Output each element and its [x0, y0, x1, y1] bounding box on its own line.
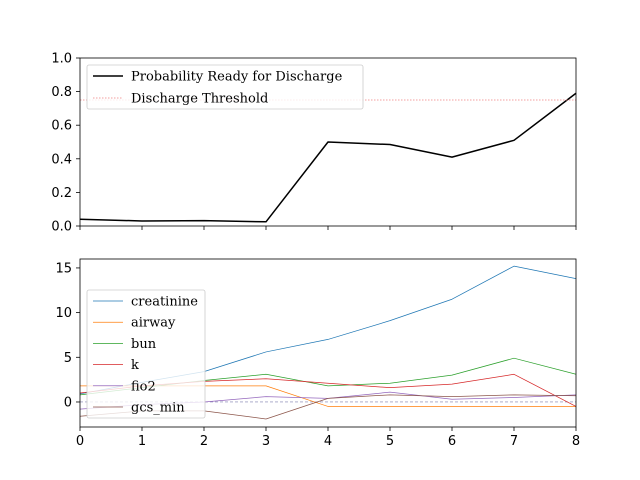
- legend-box: [86, 64, 364, 110]
- legend-label-creatinine: creatinine: [131, 295, 198, 310]
- x-tick-label: 0: [76, 434, 84, 449]
- legend: Probability Ready for Discharge Discharge…: [86, 64, 364, 110]
- series-line-probability-ready-for-discharge: [79, 92, 577, 223]
- x-tick-label: 4: [324, 434, 332, 449]
- x-tick-label: 1: [138, 434, 146, 449]
- probability-panel: 0.0 0.2 0.4 0.6 0.8 1.0 Probability Ready for …: [51, 52, 577, 235]
- legend-label-k: k: [131, 358, 139, 373]
- y-tick-label: 1.0: [51, 52, 72, 67]
- legend: creatinine airway bun k fio2 gcs_min: [86, 289, 206, 419]
- y-tick-label: 10: [55, 306, 72, 321]
- x-tick-label: 8: [572, 434, 580, 449]
- legend-label-probability-ready-for-discharge: Probability Ready for Discharge: [131, 70, 343, 85]
- x-tick-label: 6: [448, 434, 456, 449]
- x-tick-label: 5: [386, 434, 394, 449]
- legend-label-bun: bun: [131, 337, 157, 352]
- y-tick-label: 0.8: [51, 85, 72, 100]
- legend-label-fio2: fio2: [131, 379, 156, 394]
- y-tick-label: 0: [64, 395, 72, 410]
- y-tick-label: 5: [64, 351, 72, 366]
- x-tick-label: 2: [200, 434, 208, 449]
- y-tick-label: 0.6: [51, 119, 72, 134]
- legend-label-discharge-threshold: Discharge Threshold: [131, 92, 268, 107]
- legend-label-airway: airway: [131, 316, 176, 331]
- x-tick-label: 7: [510, 434, 518, 449]
- x-tick-label: 3: [262, 434, 270, 449]
- legend-label-gcs-min: gcs_min: [131, 401, 185, 416]
- vitals-panel: 0 1 2 3 4 5 6 7 8 0 5 10 15 creatinine airway bun k fio2 g…: [55, 258, 580, 449]
- y-tick-label: 0.4: [51, 152, 72, 167]
- y-tick-label: 0.2: [51, 186, 72, 201]
- y-tick-label: 0.0: [51, 220, 72, 235]
- y-tick-label: 15: [55, 261, 72, 276]
